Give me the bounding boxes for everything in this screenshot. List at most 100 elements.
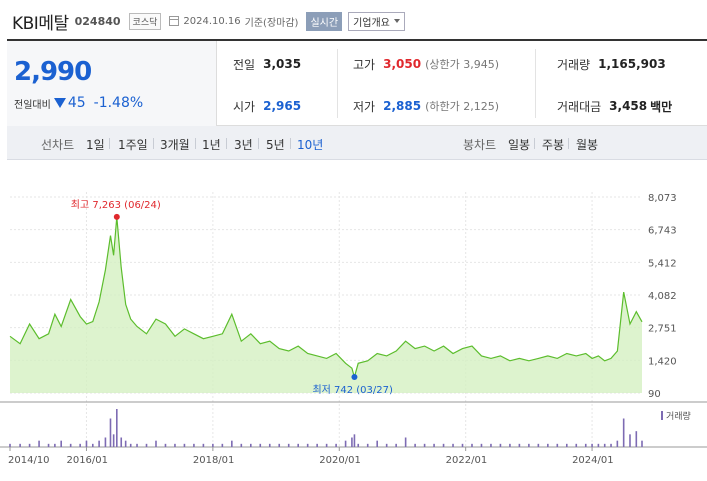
- candle-tab-monthly[interactable]: 월봉: [576, 138, 599, 152]
- y-tick-label: 2,751: [648, 324, 677, 335]
- volume-bar: [591, 443, 593, 447]
- x-tick-label: 2022/01: [446, 455, 488, 466]
- volume-bar: [509, 443, 511, 447]
- x-tick-label: 2024/01: [572, 455, 614, 466]
- volume-bar: [212, 443, 214, 447]
- volume-bar: [306, 443, 309, 447]
- volume-bar: [414, 443, 416, 447]
- volume-bar: [120, 437, 123, 447]
- volume-bar: [471, 443, 473, 447]
- change-value: 45: [67, 95, 86, 111]
- quote-basis: 기준(장마감): [244, 17, 299, 29]
- divider: [568, 138, 569, 149]
- volume-bar: [47, 443, 50, 447]
- candle-tab-daily[interactable]: 일봉: [508, 138, 531, 152]
- volume-bar: [259, 443, 262, 447]
- volume-bar: [202, 443, 205, 447]
- volume-bar: [404, 437, 407, 447]
- high-label: 고가: [353, 57, 376, 72]
- open-price: 시가 2,965: [233, 96, 301, 116]
- y-tick-label: 1,420: [648, 356, 677, 367]
- stock-code: 024840: [74, 14, 121, 28]
- change-row: 전일대비 45 -1.48%: [14, 95, 143, 111]
- period-tab-10y[interactable]: 10년: [297, 138, 324, 152]
- divider: [534, 138, 535, 149]
- divider: [195, 138, 196, 149]
- company-overview-label: 기업개요: [353, 17, 390, 29]
- period-tab-1d[interactable]: 1일: [86, 138, 105, 152]
- period-tab-3m[interactable]: 3개월: [160, 138, 190, 152]
- volume-bar: [629, 434, 631, 447]
- down-triangle-icon: [53, 98, 66, 108]
- volume-bar: [221, 443, 224, 447]
- trade-amount: 거래대금 3,458 백만: [557, 96, 672, 116]
- volume-bar: [60, 440, 62, 447]
- volume-bar: [565, 443, 568, 447]
- volume: 거래량 1,165,903: [557, 54, 666, 74]
- volume-bar: [9, 443, 11, 447]
- volume-bar: [104, 437, 107, 447]
- min-marker: [351, 373, 358, 380]
- current-price: 2,990: [14, 57, 92, 87]
- company-overview-dropdown[interactable]: 기업개요: [348, 11, 405, 31]
- period-tab-1y[interactable]: 1년: [202, 138, 221, 152]
- lower-limit: (하한가 2,125): [425, 100, 499, 113]
- min-price-label: 최저 742 (03/27): [312, 384, 393, 396]
- y-tick-label: 5,412: [648, 258, 677, 269]
- volume-bar: [69, 443, 72, 447]
- volume-bar: [575, 443, 578, 447]
- period-tab-1w[interactable]: 1주일: [118, 138, 148, 152]
- divider: [109, 138, 110, 149]
- max-price-label: 최고 7,263 (06/24): [71, 199, 161, 211]
- x-tick-label: 2016/01: [66, 455, 108, 466]
- period-tab-5y[interactable]: 5년: [266, 138, 285, 152]
- divider: [226, 138, 227, 149]
- price-line: [9, 216, 643, 380]
- volume-bar: [385, 443, 388, 447]
- line-chart-label: 선차트: [41, 138, 75, 152]
- volume-bar: [297, 443, 299, 447]
- volume-bar: [351, 437, 353, 447]
- calendar-icon: [169, 16, 180, 26]
- volume-bar: [124, 440, 127, 447]
- y-tick-label: 90: [648, 389, 661, 400]
- realtime-button[interactable]: 실시간: [306, 11, 343, 31]
- divider: [258, 138, 259, 149]
- volume-bar: [54, 443, 56, 447]
- price-chart[interactable]: 8,073 6,743 5,412 4,082 2,751 1,420 90 2014/10 2…: [0, 160, 707, 481]
- stock-header: KBI메탈 024840 코스닥 2024.10.16 기준(장마감) 실시간 …: [12, 8, 405, 34]
- quote-date: 2024.10.16: [183, 15, 241, 27]
- volume-bar: [584, 443, 587, 447]
- candle-tab-weekly[interactable]: 주봉: [542, 138, 565, 152]
- candle-chart-label: 봉차트: [463, 138, 497, 152]
- volume-bar: [325, 443, 328, 447]
- volume-bar: [112, 434, 115, 447]
- volume-bar: [610, 443, 612, 447]
- volume-bar: [641, 440, 643, 447]
- volume-bar: [603, 443, 606, 447]
- volume-bar: [316, 443, 318, 447]
- volume-bar: [461, 443, 464, 447]
- low-label: 저가: [353, 99, 376, 114]
- market-badge: 코스닥: [128, 12, 162, 30]
- volume-bar: [164, 443, 167, 447]
- volume-bar: [129, 443, 132, 447]
- volume-bar: [622, 418, 625, 447]
- volume-legend-swatch: [661, 411, 663, 420]
- volume-bar: [335, 443, 337, 447]
- high-value: 3,050: [383, 57, 422, 71]
- volume-bar: [442, 443, 445, 447]
- y-tick-label: 6,743: [648, 226, 677, 237]
- divider: [290, 138, 291, 149]
- volume-bar: [193, 443, 195, 447]
- period-tab-3y[interactable]: 3년: [234, 138, 253, 152]
- amount-unit: 백만: [650, 99, 673, 114]
- volume-bar: [616, 440, 619, 447]
- volume-bar: [38, 440, 40, 447]
- volume-bar: [174, 443, 176, 447]
- volume-bar: [278, 443, 281, 447]
- amount-value: 3,458: [609, 99, 648, 113]
- low-value: 2,885: [383, 99, 422, 113]
- volume-bar: [240, 443, 243, 447]
- volume-bar: [85, 440, 88, 447]
